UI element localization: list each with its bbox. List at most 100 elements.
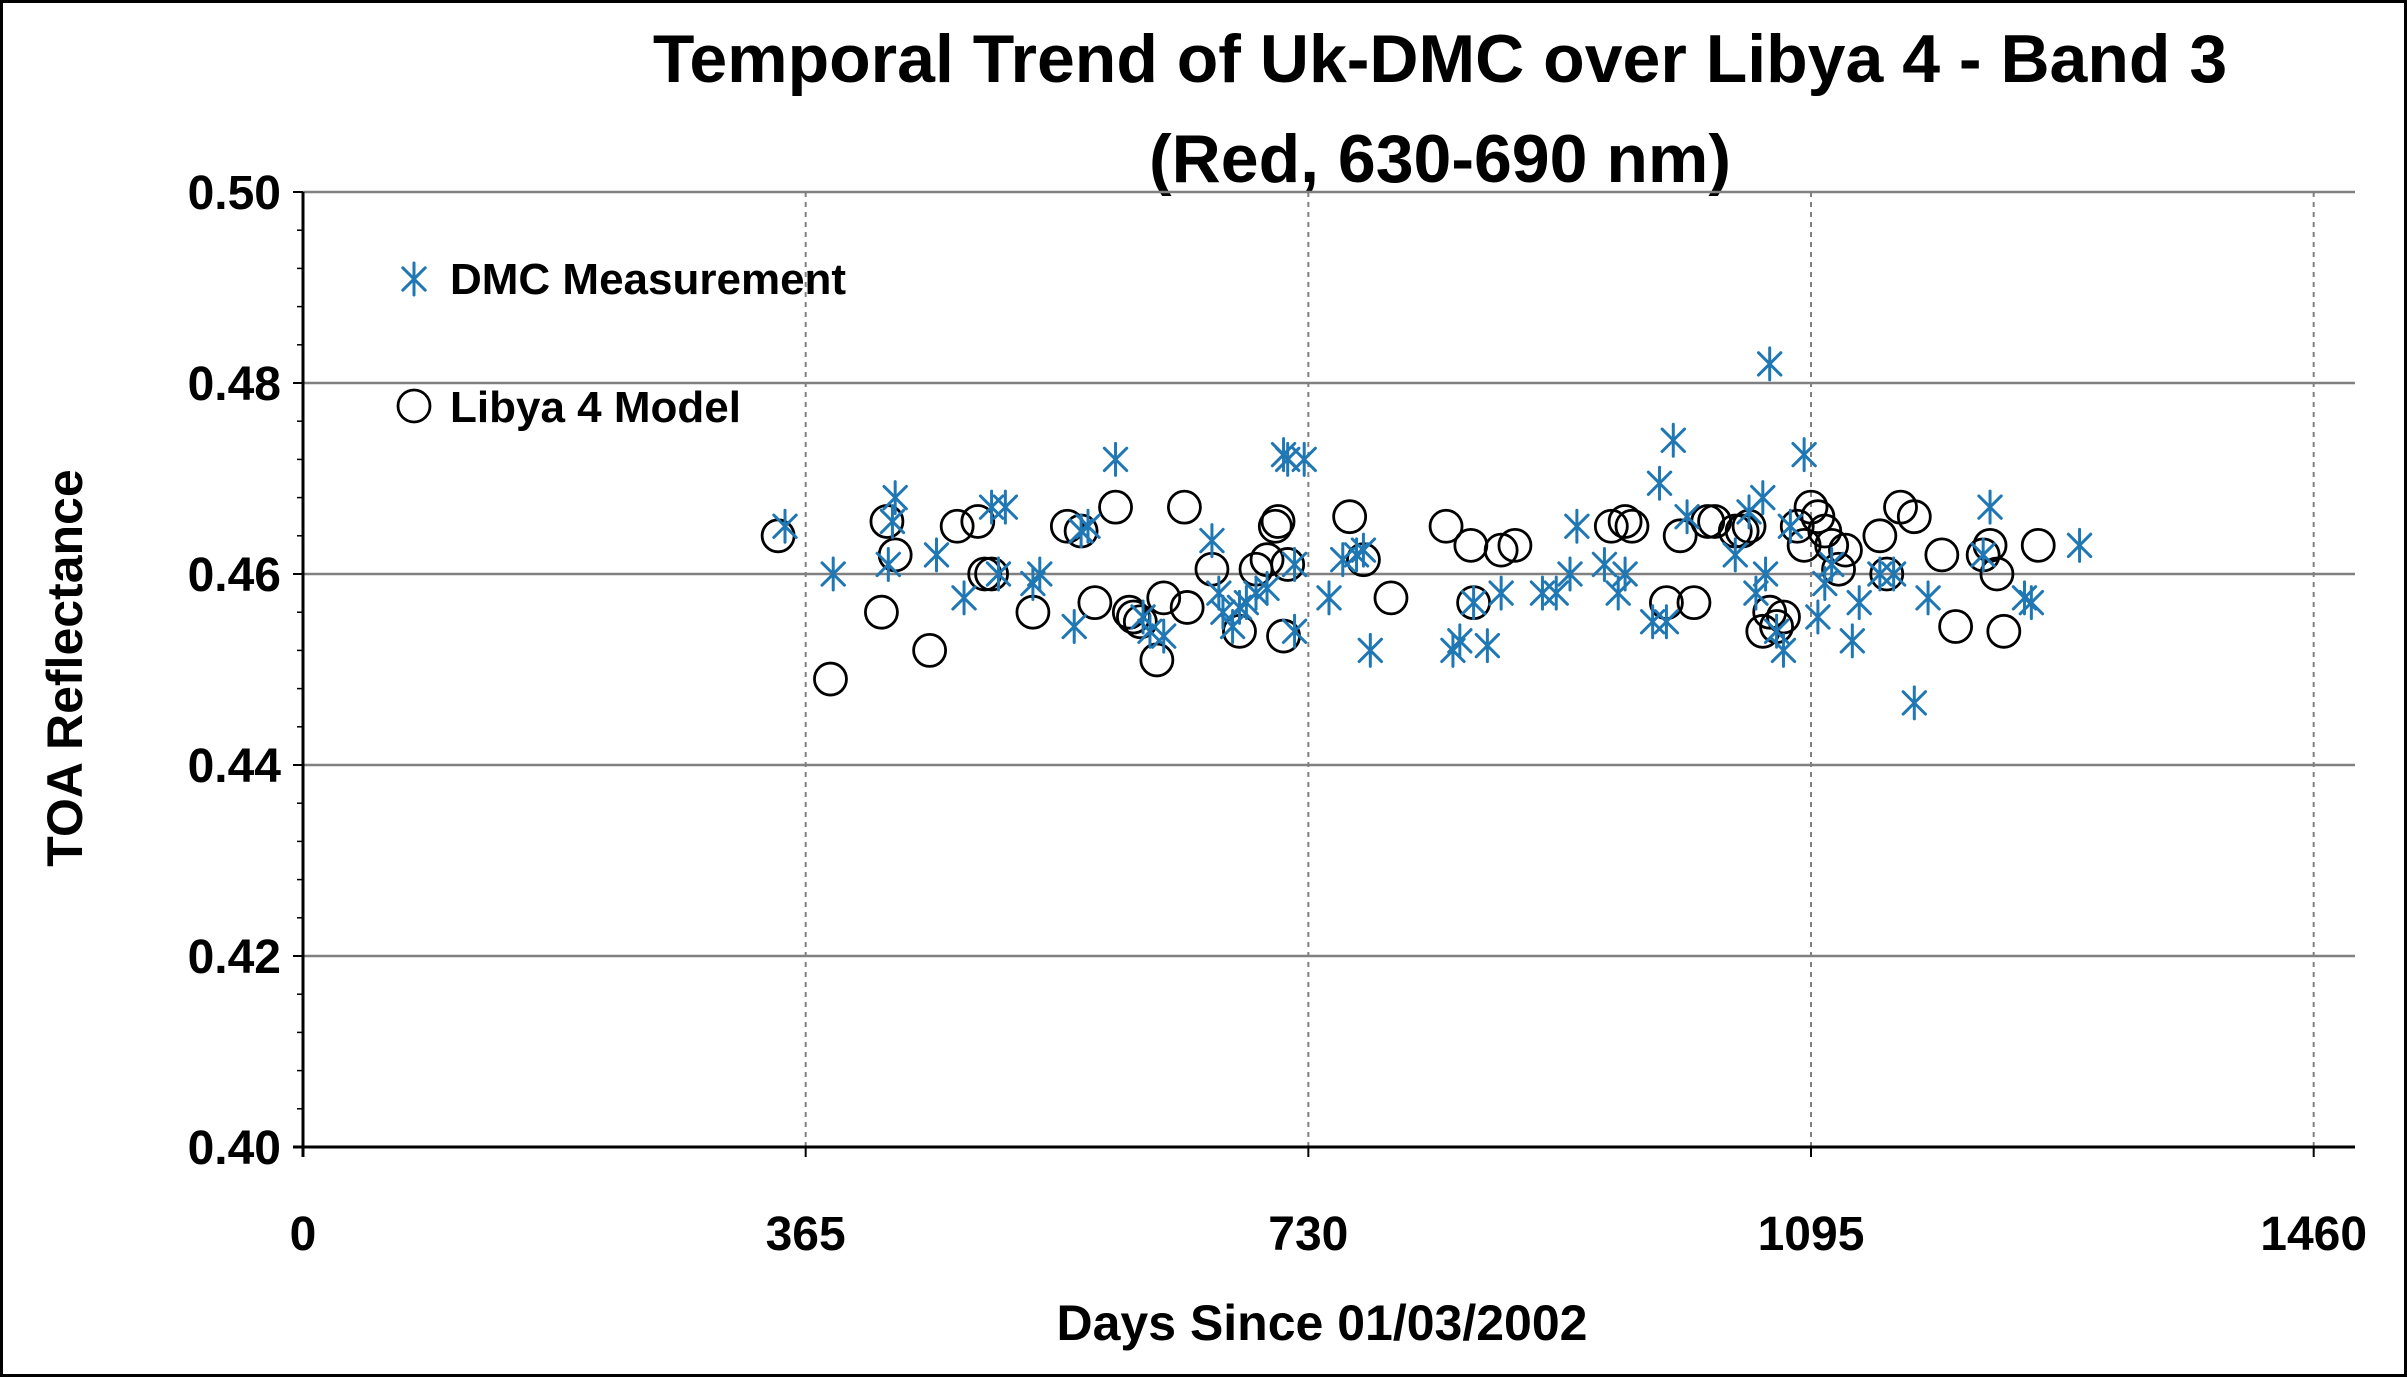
model-point	[760, 518, 796, 554]
model-point	[1111, 594, 1147, 630]
measurement-point	[1102, 441, 1129, 477]
asterisk-stroke	[401, 266, 427, 292]
model-point	[1270, 547, 1306, 582]
asterisk-stroke	[951, 585, 977, 611]
asterisk-stroke	[879, 508, 906, 535]
asterisk-stroke	[1316, 585, 1342, 611]
asterisk-stroke	[882, 484, 908, 511]
model-point	[1049, 508, 1085, 544]
asterisk-stroke	[1151, 623, 1177, 649]
model-point	[1779, 508, 1815, 544]
chart-title-line-2: (Red, 630-690 nm)	[1149, 121, 1731, 197]
measurement-point	[1488, 575, 1514, 611]
model-point	[912, 633, 948, 668]
asterisk-stroke	[1970, 542, 1996, 568]
measurement-series	[772, 346, 2093, 721]
measurement-point	[1653, 604, 1680, 640]
measurement-point	[875, 546, 902, 582]
model-point	[869, 504, 905, 539]
model-point	[1862, 518, 1898, 554]
measurement-point	[1357, 632, 1384, 668]
asterisk-stroke	[1102, 446, 1129, 473]
measurement-point	[1977, 489, 2003, 525]
y-tick-label: 0.46	[188, 549, 281, 602]
model-point	[1257, 508, 1293, 544]
measurement-point	[1901, 685, 1928, 721]
model-point	[939, 508, 975, 544]
measurement-point	[1770, 632, 1797, 668]
model-point	[1821, 551, 1856, 587]
model-point	[1373, 580, 1409, 616]
asterisk-stroke	[1791, 441, 1817, 468]
model-point	[974, 556, 1009, 592]
x-axis-label: Days Since 01/03/2002	[1057, 1295, 1588, 1351]
asterisk-stroke	[1557, 561, 1583, 587]
asterisk-stroke	[1591, 551, 1618, 578]
model-point	[864, 594, 899, 630]
measurement-point	[951, 580, 977, 616]
model-point	[1924, 537, 1960, 573]
measurement-point	[1557, 556, 1583, 592]
x-tick-label: 0	[290, 1208, 317, 1261]
measurement-point	[1777, 508, 1804, 544]
model-point	[1483, 532, 1519, 568]
asterisk-stroke	[1291, 446, 1317, 473]
asterisk-stroke	[1281, 618, 1308, 644]
model-point	[967, 556, 1003, 592]
asterisk-stroke	[1027, 561, 1053, 587]
model-point	[1497, 527, 1533, 563]
measurement-point	[820, 556, 846, 592]
asterisk-stroke	[1880, 561, 1907, 587]
measurement-point	[1281, 546, 1308, 582]
measurement-point	[1756, 346, 1783, 382]
asterisk-stroke	[1977, 494, 2003, 520]
measurement-point	[1846, 585, 1872, 621]
asterisk-stroke	[1846, 589, 1872, 616]
asterisk-stroke	[1474, 632, 1501, 659]
model-point	[1077, 585, 1113, 621]
asterisk-stroke	[2066, 532, 2093, 559]
asterisk-stroke	[1281, 551, 1308, 578]
model-point	[1938, 609, 1974, 644]
measurement-point	[992, 489, 1019, 525]
measurement-point	[1818, 546, 1845, 582]
measurement-point	[1839, 623, 1866, 659]
measurement-point	[1529, 575, 1556, 611]
axes	[293, 191, 2355, 1157]
asterisk-stroke	[1901, 690, 1928, 716]
measurement-point	[1722, 537, 1748, 573]
measurement-point	[1151, 618, 1177, 654]
asterisk-stroke	[1805, 604, 1831, 630]
grid-lines	[303, 190, 2355, 1147]
asterisk-stroke	[1460, 589, 1487, 616]
asterisk-stroke	[1210, 599, 1236, 625]
y-axis-label: TOA Reflectance	[37, 469, 93, 866]
measurement-point	[1750, 480, 1776, 516]
measurement-point	[1880, 556, 1907, 592]
asterisk-stroke	[1061, 613, 1087, 640]
asterisk-stroke	[772, 513, 798, 539]
measurement-point	[1460, 585, 1487, 621]
model-point	[1260, 504, 1296, 539]
model-point	[1986, 613, 2022, 649]
y-tick-label: 0.42	[188, 931, 281, 984]
measurement-point	[1210, 594, 1236, 630]
asterisk-stroke	[1130, 604, 1156, 630]
measurement-point	[1543, 575, 1569, 611]
model-point	[1896, 499, 1932, 535]
asterisk-stroke	[1543, 580, 1569, 606]
asterisk-stroke	[1763, 618, 1790, 644]
measurement-point	[772, 508, 798, 544]
asterisk-stroke	[1818, 551, 1845, 578]
asterisk-stroke	[2018, 589, 2045, 616]
measurement-point	[1447, 623, 1473, 659]
asterisk-stroke	[1357, 637, 1384, 664]
measurement-point	[1075, 508, 1101, 544]
asterisk-stroke	[1722, 542, 1748, 568]
measurement-point	[1027, 556, 1053, 592]
asterisk-stroke	[992, 494, 1019, 520]
asterisk-stroke	[1750, 484, 1776, 511]
measurement-point	[1752, 556, 1779, 592]
model-point	[1828, 532, 1863, 568]
model-point	[1098, 489, 1133, 525]
